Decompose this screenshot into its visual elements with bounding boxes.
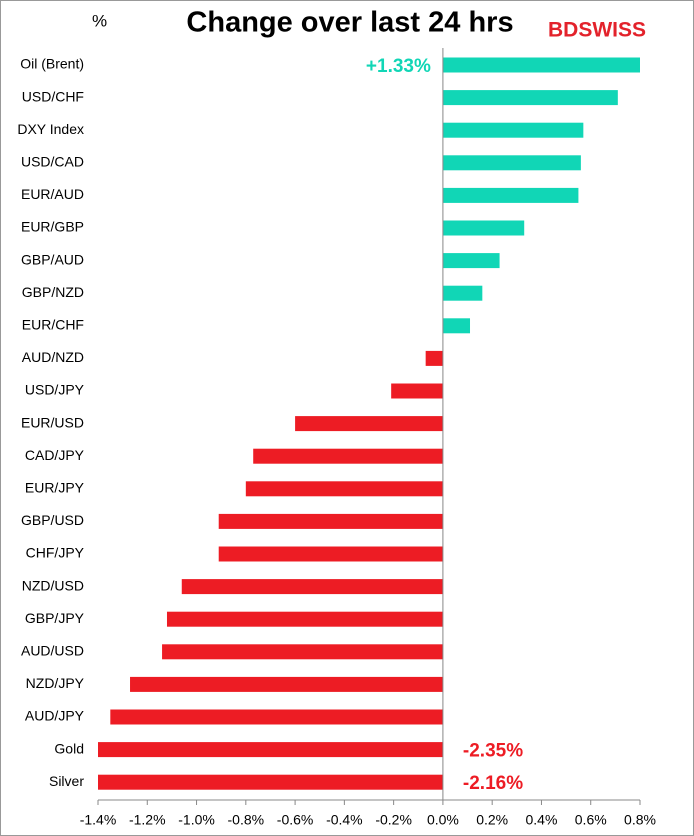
y-tick-label: EUR/USD xyxy=(21,414,84,430)
bar xyxy=(295,416,443,432)
value-label: +1.33% xyxy=(366,56,431,77)
y-tick-label: EUR/AUD xyxy=(21,186,84,202)
y-tick-label: USD/JPY xyxy=(25,382,85,398)
x-tick-label: -0.6% xyxy=(277,812,314,828)
y-tick-label: GBP/JPY xyxy=(25,610,85,626)
bar xyxy=(442,187,579,203)
y-tick-label: Gold xyxy=(54,740,84,756)
y-tick-label: GBP/NZD xyxy=(22,284,84,300)
x-tick-label: -0.2% xyxy=(375,812,412,828)
x-tick-label: 0.2% xyxy=(476,812,508,828)
bar xyxy=(442,155,581,171)
value-label: -2.35% xyxy=(463,741,523,762)
bar xyxy=(391,383,443,399)
y-tick-label: USD/CAD xyxy=(21,154,84,170)
y-tick-label: NZD/USD xyxy=(22,577,84,593)
y-tick-label: GBP/AUD xyxy=(21,251,84,267)
bar xyxy=(98,774,443,790)
y-tick-label: EUR/JPY xyxy=(25,480,85,496)
chart-title: Change over last 24 hrs xyxy=(186,7,513,39)
bar xyxy=(442,57,640,73)
x-tick-label: -0.8% xyxy=(228,812,265,828)
bar xyxy=(245,481,443,497)
bar xyxy=(98,742,443,758)
bar xyxy=(218,513,443,529)
x-tick-label: -1.0% xyxy=(178,812,215,828)
y-tick-label: AUD/USD xyxy=(21,643,84,659)
x-tick-label: -1.2% xyxy=(129,812,166,828)
bar xyxy=(442,253,500,269)
value-label: -2.16% xyxy=(463,773,523,794)
y-tick-label: Silver xyxy=(49,773,84,789)
y-tick-label: CAD/JPY xyxy=(25,447,85,463)
y-tick-label: EUR/CHF xyxy=(22,317,84,333)
y-tick-label: CHF/JPY xyxy=(26,545,85,561)
bar xyxy=(110,709,443,725)
bar xyxy=(130,676,443,692)
y-tick-label: AUD/NZD xyxy=(22,349,84,365)
x-tick-label: 0.8% xyxy=(624,812,656,828)
bar xyxy=(442,122,584,138)
x-tick-label: 0.0% xyxy=(427,812,459,828)
bar xyxy=(162,644,443,660)
y-tick-label: Oil (Brent) xyxy=(20,56,84,72)
x-tick-label: -0.4% xyxy=(326,812,363,828)
bar xyxy=(442,318,471,334)
axis-unit: % xyxy=(92,11,107,30)
y-tick-label: EUR/GBP xyxy=(21,219,84,235)
bar xyxy=(442,90,618,106)
bar xyxy=(218,546,443,562)
y-tick-label: GBP/USD xyxy=(21,512,84,528)
plot-area xyxy=(98,57,640,790)
x-tick-label: 0.4% xyxy=(525,812,557,828)
bar xyxy=(253,448,443,464)
y-tick-label: NZD/JPY xyxy=(26,675,85,691)
bar xyxy=(166,611,443,627)
bar xyxy=(442,285,483,301)
bar xyxy=(181,579,443,595)
bar xyxy=(425,350,443,366)
brand-logo: BDSWISS xyxy=(548,19,646,42)
y-tick-label: DXY Index xyxy=(17,121,84,137)
x-tick-label: -1.4% xyxy=(80,812,117,828)
x-tick-label: 0.6% xyxy=(575,812,607,828)
y-tick-label: USD/CHF xyxy=(22,88,84,104)
bar xyxy=(442,220,525,236)
y-tick-label: AUD/JPY xyxy=(25,708,85,724)
